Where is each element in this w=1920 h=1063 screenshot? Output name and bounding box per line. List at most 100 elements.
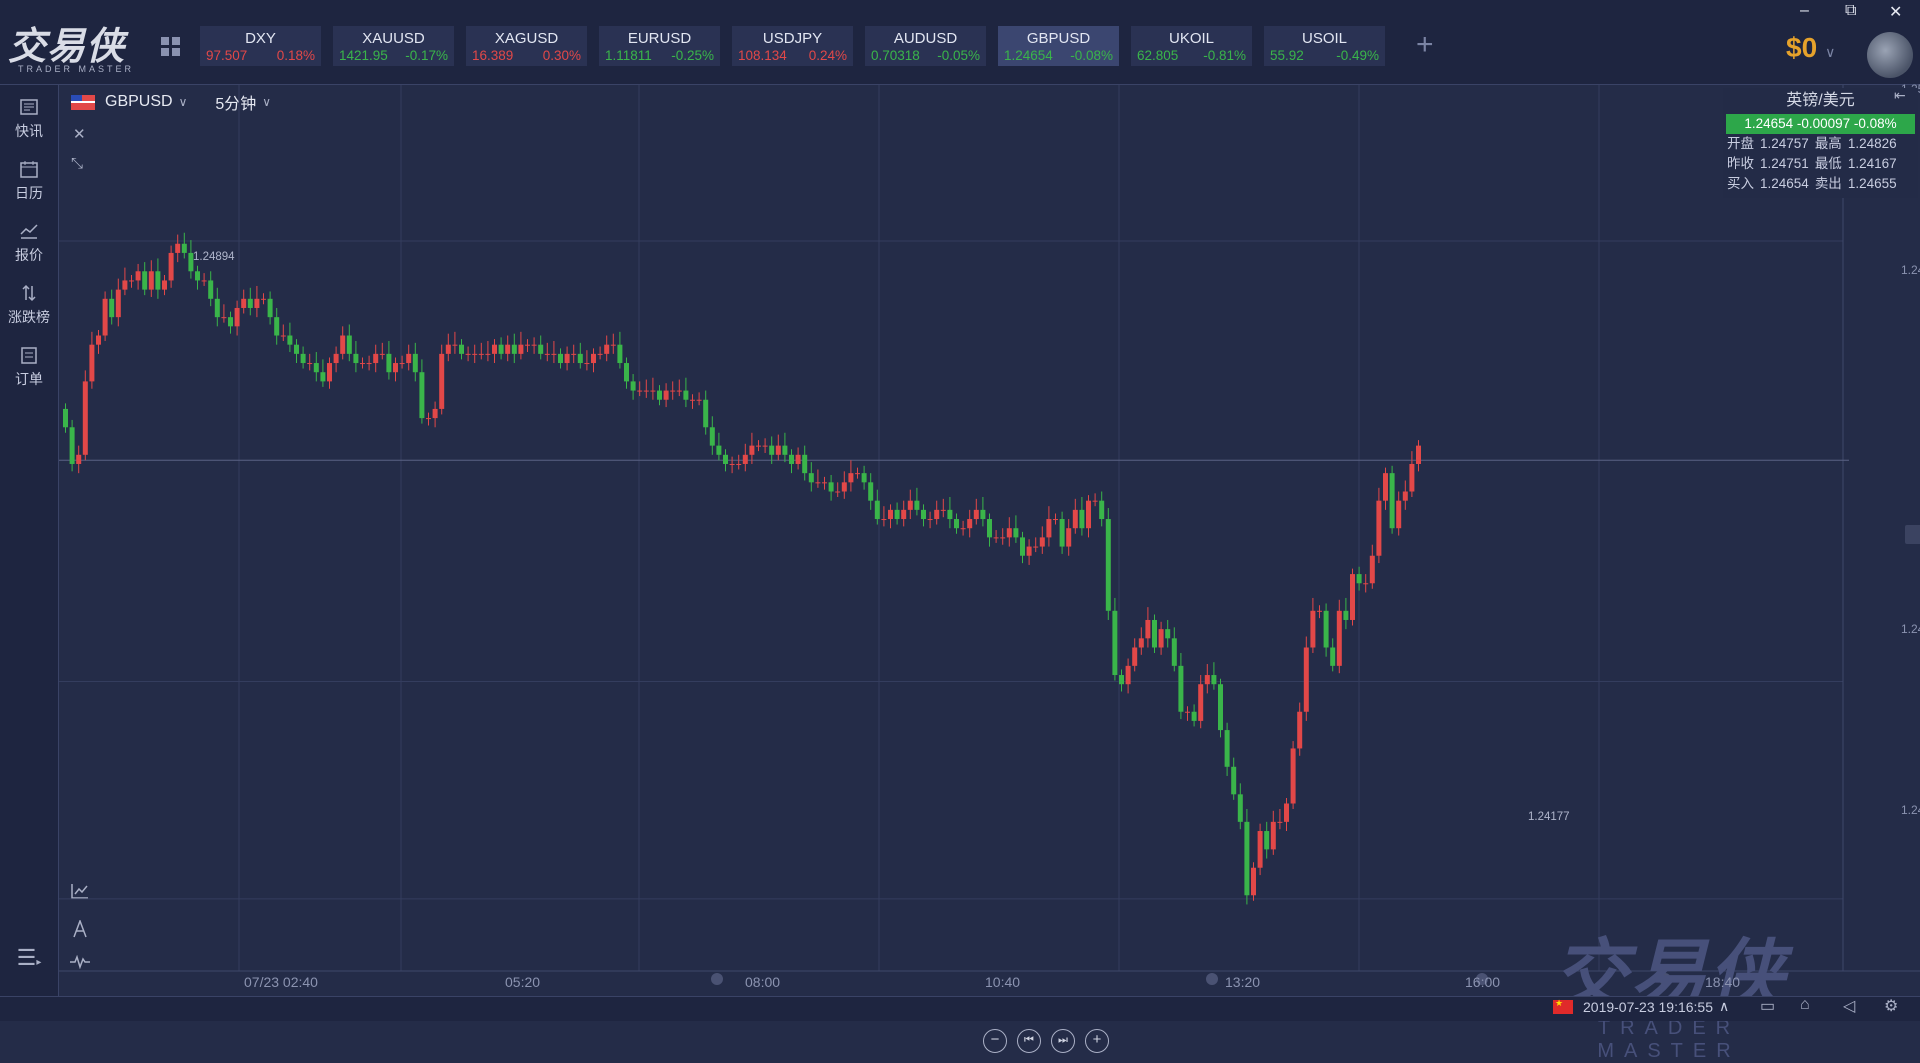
candle [663,390,669,400]
grid-menu-icon[interactable] [161,37,181,57]
restore-button[interactable]: ⧉ [1845,2,1857,19]
candle [1033,546,1039,548]
ticker-symbol: USOIL [1301,30,1347,47]
high-price-annotation: 1.24894 [193,251,235,263]
collapse-icon[interactable]: ⤡ [71,155,84,172]
candle [188,252,194,272]
status-bar [0,996,1920,1021]
ticker-usdjpy[interactable]: USDJPY 108.134 0.24% [732,26,853,66]
candle [1409,463,1415,492]
sidebar-item-calendar[interactable]: 日历 [0,159,58,203]
candle [1257,831,1263,868]
candle [122,280,128,290]
sidebar-item-news[interactable]: 快讯 [0,97,58,141]
y-tick-label: 1.24889 [1901,263,1920,277]
ticker-usoil[interactable]: USOIL 55.92 -0.49% [1264,26,1385,66]
prev-close-label: 昨收 [1727,156,1754,171]
ticker-price: 62.805 [1137,48,1179,63]
candle [868,482,874,501]
candle [373,353,379,364]
candle [96,335,101,345]
ticker-change: -0.08% [1070,48,1113,63]
ticker-symbol: XAGUSD [494,30,559,47]
candle [1046,519,1052,538]
time-marker[interactable] [1206,973,1218,985]
ticker-eurusd[interactable]: EURUSD 1.11811 -0.25% [599,26,720,66]
candle [980,509,986,520]
ticker-audusd[interactable]: AUDUSD 0.70318 -0.05% [865,26,986,66]
ticker-xagusd[interactable]: XAGUSD 16.389 0.30% [466,26,587,66]
candle [1020,537,1025,556]
add-ticker-button[interactable]: + [1416,28,1434,61]
quote-info-panel: 英镑/美元 1.24654 -0.00097 -0.08% 开盘 1.24757 最… [1723,88,1918,198]
panel-toggle-icon[interactable]: ⇤ [1894,87,1906,103]
candle [162,280,167,290]
candle [287,335,293,345]
symbol-selector[interactable]: GBPUSD ∨ [105,93,187,111]
status-datetime[interactable]: 2019-07-23 19:16:55 ∧ [1553,998,1729,1015]
candle [1330,647,1336,666]
candle [1284,803,1289,822]
time-marker[interactable] [1476,973,1488,985]
quote-chart-icon [0,221,58,241]
jump-start-button[interactable]: ⏮ [1017,1029,1041,1053]
candle [1006,528,1012,538]
ticker-change: -0.49% [1336,48,1379,63]
expand-menu-icon[interactable]: ☰▸ [16,945,42,970]
ticker-ukoil[interactable]: UKOIL 62.805 -0.81% [1131,26,1252,66]
candle [465,353,471,355]
candle [1165,629,1171,639]
indicator-icon[interactable] [71,883,89,903]
zoom-in-button[interactable]: + [1085,1029,1109,1053]
time-marker[interactable] [711,973,723,985]
candle [175,243,181,253]
candle [1178,665,1184,712]
pulse-icon[interactable] [70,954,90,973]
candle [525,344,530,346]
x-tick-label: 18:40 [1705,974,1741,990]
candle [1053,519,1058,521]
camera-icon[interactable]: ⌂ [1800,996,1810,1013]
candle [1356,574,1362,584]
ticker-price: 108.134 [738,48,787,63]
candle [1198,684,1204,721]
mute-icon[interactable]: ◁ [1843,998,1856,1015]
draw-tool-icon[interactable] [72,918,88,942]
sidebar-item-quote[interactable]: 报价 [0,221,58,265]
candle [247,298,253,308]
interval-selector[interactable]: 5分钟 ∨ [215,90,271,114]
candle [1251,867,1256,896]
candle [643,390,649,392]
ticker-dxy[interactable]: DXY 97.507 0.18% [200,26,321,66]
time-marker[interactable] [1659,973,1671,985]
candle [729,463,735,465]
ticker-xauusd[interactable]: XAUUSD 1421.95 -0.17% [333,26,454,66]
window-icon[interactable]: ▭ [1760,998,1776,1015]
x-tick-label: 08:00 [745,974,781,990]
candle [1396,500,1402,529]
bid-ask-row[interactable]: 买入 1.24654 卖出 1.24655 [1723,174,1918,194]
balance-dropdown[interactable]: $0 ∨ [1786,32,1835,64]
candle [1363,583,1369,585]
candlestick-chart[interactable] [59,85,1920,997]
jump-end-button[interactable]: ⏭ [1051,1029,1075,1053]
candle [459,344,464,354]
candle [280,335,286,337]
ticker-gbpusd[interactable]: GBPUSD 1.24654 -0.08% [998,26,1119,66]
candle [1416,445,1421,464]
candle [300,353,306,364]
zoom-out-button[interactable]: − [983,1029,1007,1053]
interval-label: 5分钟 [215,96,257,113]
candle [1343,610,1349,620]
x-tick-label: 16:00 [1465,974,1501,990]
minimize-button[interactable]: – [1800,2,1809,19]
open-high-row: 开盘 1.24757 最高 1.24826 [1723,134,1918,154]
close-button[interactable]: ✕ [1889,4,1903,21]
close-icon[interactable]: ✕ [73,126,86,143]
settings-icon[interactable]: ⚙ [1884,998,1899,1015]
sidebar-item-orders[interactable]: 订单 [0,345,58,389]
avatar[interactable] [1867,32,1913,78]
sidebar-item-rank[interactable]: 涨跌榜 [0,283,58,327]
candle [379,353,385,355]
ticker-price: 1.24654 [1004,48,1053,63]
